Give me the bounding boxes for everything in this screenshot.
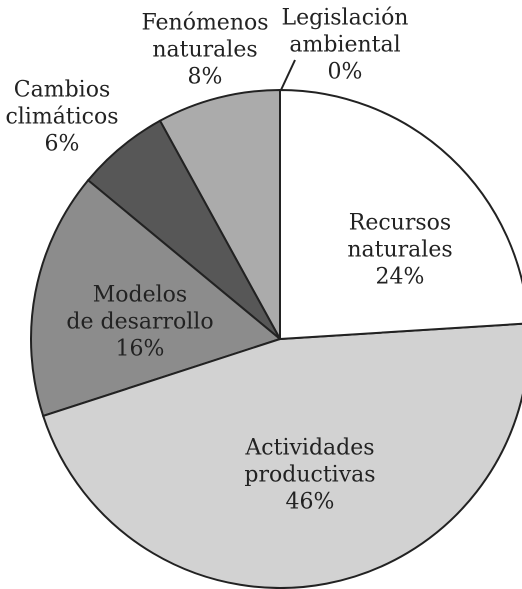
category-label: Modelos de desarrollo: [66, 282, 214, 335]
value-label: 16%: [115, 336, 165, 362]
value-label: 6%: [44, 131, 80, 157]
value-label: 0%: [327, 59, 363, 85]
pie-slice: [30, 178, 283, 418]
slice-label: Modelos de desarrollo 16%: [30, 282, 250, 363]
slice-label: Fenómenos naturales 8%: [95, 10, 315, 91]
slice-label: Actividades productivas 46%: [200, 435, 420, 516]
value-label: 8%: [187, 64, 223, 90]
slice-label: Legislación ambiental 0%: [235, 5, 455, 86]
slice-label: Recursos naturales 24%: [290, 210, 510, 291]
category-label: Cambios climáticos: [5, 77, 119, 130]
category-label: Recursos naturales: [347, 210, 453, 263]
pie-slice: [279, 88, 522, 341]
category-label: Legislación ambiental: [281, 5, 409, 58]
value-label: 46%: [285, 489, 335, 515]
slice-label: Cambios climáticos 6%: [0, 77, 172, 158]
pie-slice: [41, 322, 522, 589]
category-label: Fenómenos naturales: [141, 10, 269, 63]
leader-line: [280, 59, 296, 91]
pie-slice: [158, 88, 281, 340]
value-label: 24%: [375, 264, 425, 290]
category-label: Actividades productivas: [244, 435, 376, 488]
